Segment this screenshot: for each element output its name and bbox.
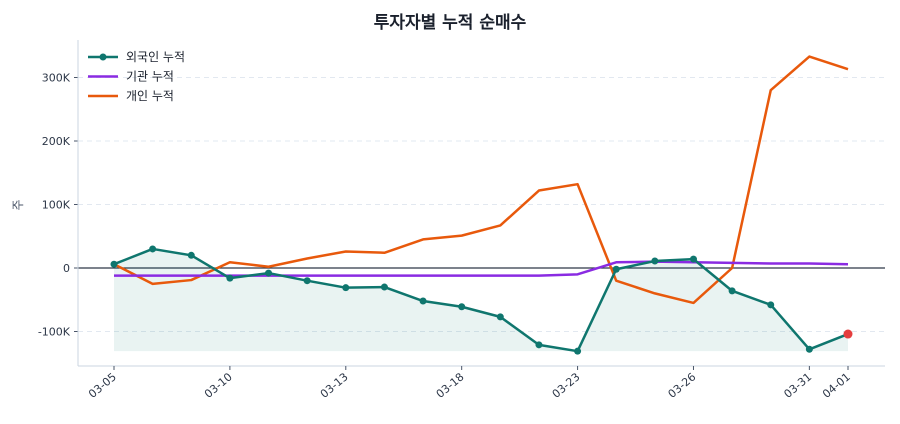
x-tick-label: 03-13	[318, 370, 351, 401]
data-point	[265, 269, 273, 277]
y-tick-label: 200K	[42, 135, 71, 148]
x-tick-label: 03-10	[202, 370, 235, 401]
data-point	[805, 345, 813, 353]
y-tick-label: -100K	[38, 326, 71, 339]
data-point	[187, 251, 195, 259]
data-point	[380, 283, 388, 291]
data-point	[574, 347, 582, 355]
x-tick-label: 03-05	[86, 370, 119, 401]
data-point	[110, 260, 118, 268]
data-point	[728, 287, 736, 295]
chart-title: 투자자별 누적 순매수	[374, 13, 527, 33]
x-tick-label: 03-23	[550, 370, 583, 401]
y-tick-label: 0	[63, 262, 70, 275]
x-tick-label: 03-26	[666, 370, 699, 401]
data-point	[496, 313, 504, 321]
y-axis-label: 주	[11, 199, 25, 210]
data-point	[689, 255, 697, 263]
data-point	[651, 257, 659, 265]
data-point	[767, 301, 775, 309]
y-tick-label: 300K	[42, 72, 71, 85]
series-line-1	[114, 260, 849, 277]
data-point	[458, 303, 466, 311]
legend-marker	[99, 53, 107, 61]
data-point	[843, 329, 853, 339]
x-tick-label: 04-01	[820, 370, 853, 401]
x-tick-label: 03-18	[434, 370, 467, 401]
series-line-2	[113, 55, 849, 305]
legend-label: 외국인 누적	[126, 50, 185, 64]
legend-label: 기관 누적	[126, 70, 174, 84]
data-point	[535, 341, 543, 349]
data-point	[149, 245, 157, 253]
data-point	[226, 274, 234, 282]
legend-label: 개인 누적	[126, 89, 174, 103]
y-tick-label: 100K	[42, 199, 71, 212]
foreign-area-fill	[114, 248, 848, 352]
data-point	[303, 277, 311, 285]
data-point	[342, 284, 350, 292]
data-point	[419, 297, 427, 305]
series-line-0	[113, 247, 849, 353]
data-point	[612, 265, 620, 273]
x-tick-label: 03-31	[781, 370, 814, 401]
